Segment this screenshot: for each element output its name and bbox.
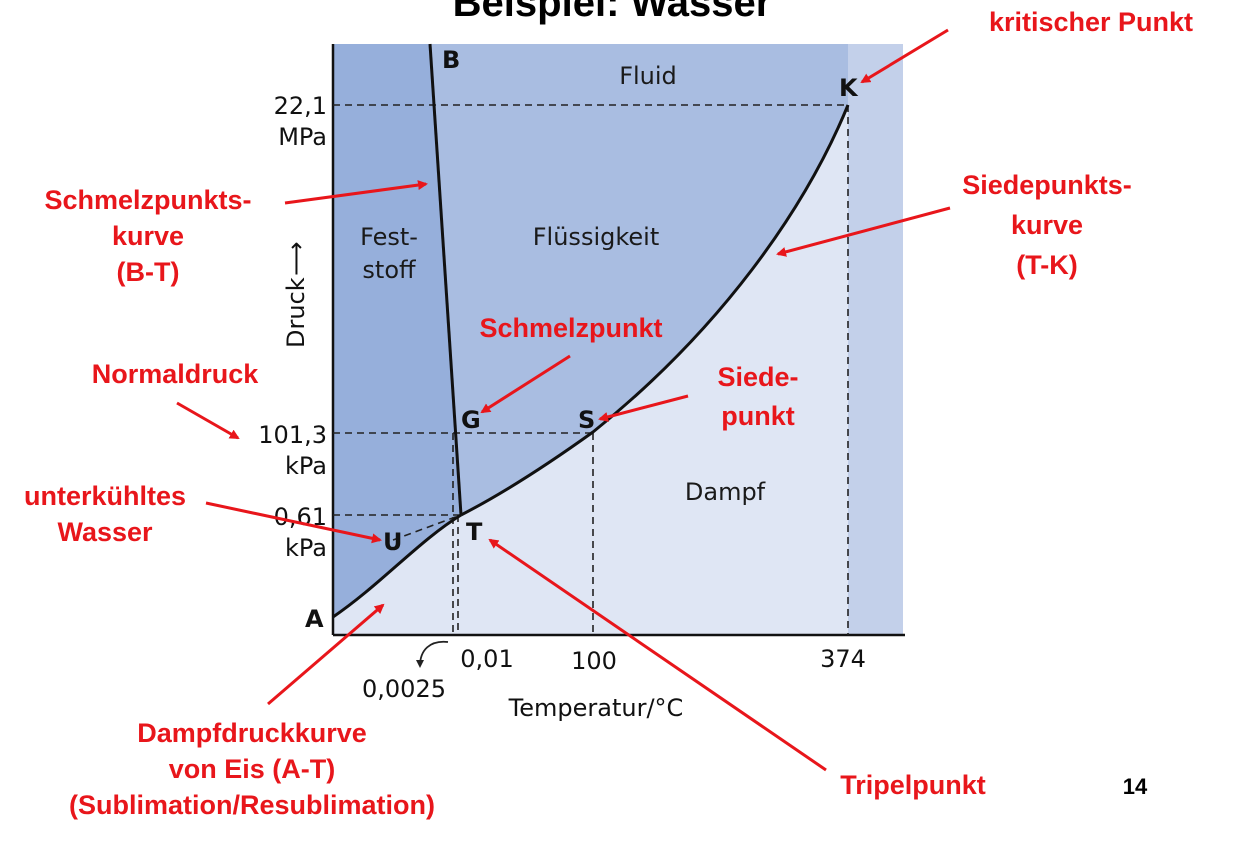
annot-schmelz-kurve-3: (B-T) [117,257,180,287]
point-t-label: T [466,518,483,546]
x-axis-label: Temperatur/°C [508,694,684,722]
melting-curve-line [428,43,463,516]
point-a-label: A [305,605,324,633]
annot-schmelz-kurve-1: Schmelzpunkts- [44,185,251,215]
annot-kritischer-punkt: kritischer Punkt [989,7,1193,37]
arrow-unterkuehlt [205,501,382,544]
region-solid-label-1: Fest- [360,223,418,251]
y-axis-label: Druck [282,277,310,348]
region-vapor-label: Dampf [685,478,766,506]
y-tick-101-3: 101,3 [258,421,327,449]
small-tick-arrow [416,640,449,668]
arrow-siedepunkt [598,394,689,422]
y-tick-kpa-1: kPa [285,452,327,480]
arrow-tripelpunkt [488,538,827,772]
region-solid-label-2: stoff [362,256,416,284]
page-number: 14 [1123,774,1148,799]
liquid-region [430,44,848,515]
arrow-schmelzpunkt [480,354,571,414]
x-tick-0-01: 0,01 [460,645,513,673]
sublimation-curve-line [332,513,462,619]
annot-siede-kurve-2: kurve [1011,210,1083,240]
x-tick-100: 100 [571,647,617,675]
annot-tripelpunkt: Tripelpunkt [840,770,986,800]
annot-siede-kurve-3: (T-K) [1016,250,1077,280]
y-tick-mpa: MPa [278,123,327,151]
annot-dampfdruck-1: Dampfdruckkurve [137,718,367,748]
arrow-normaldruck [176,401,240,440]
dashed-guides [333,104,849,635]
arrow-siede-kurve [776,206,951,257]
annot-siedepunkt-2: punkt [721,401,795,431]
point-k-label: K [839,74,859,102]
arrow-schmelz-kurve [284,180,428,205]
annot-schmelzpunkt: Schmelzpunkt [479,313,662,343]
slide-title: Beispiel: Wasser [453,0,772,25]
annot-unterkuehlt-2: Wasser [57,517,153,547]
annot-dampfdruck-3: (Sublimation/Resublimation) [69,790,435,820]
annot-schmelz-kurve-2: kurve [112,221,184,251]
y-axis-arrow: ⟶ [282,242,310,276]
annot-dampfdruck-2: von Eis (A-T) [169,754,336,784]
x-tick-0-0025: 0,0025 [362,675,446,703]
arrow-dampfdruck [267,603,385,706]
y-tick-kpa-2: kPa [285,534,327,562]
region-fluid-label: Fluid [619,62,677,90]
point-s-label: S [578,406,595,434]
solid-region [333,44,461,617]
annot-siedepunkt-1: Siede- [717,362,798,392]
region-liquid-label: Flüssigkeit [533,223,659,251]
boiling-curve-line [460,104,850,517]
annot-unterkuehlt-1: unterkühltes [24,481,186,511]
arrow-kritischer-punkt [860,28,949,84]
point-g-label: G [461,406,481,434]
point-u-label: U [383,528,403,556]
point-b-label: B [442,46,460,74]
annot-siede-kurve-1: Siedepunkts- [962,170,1132,200]
annot-normaldruck: Normaldruck [92,359,260,389]
x-tick-374: 374 [820,645,866,673]
y-tick-22-1: 22,1 [274,92,327,120]
